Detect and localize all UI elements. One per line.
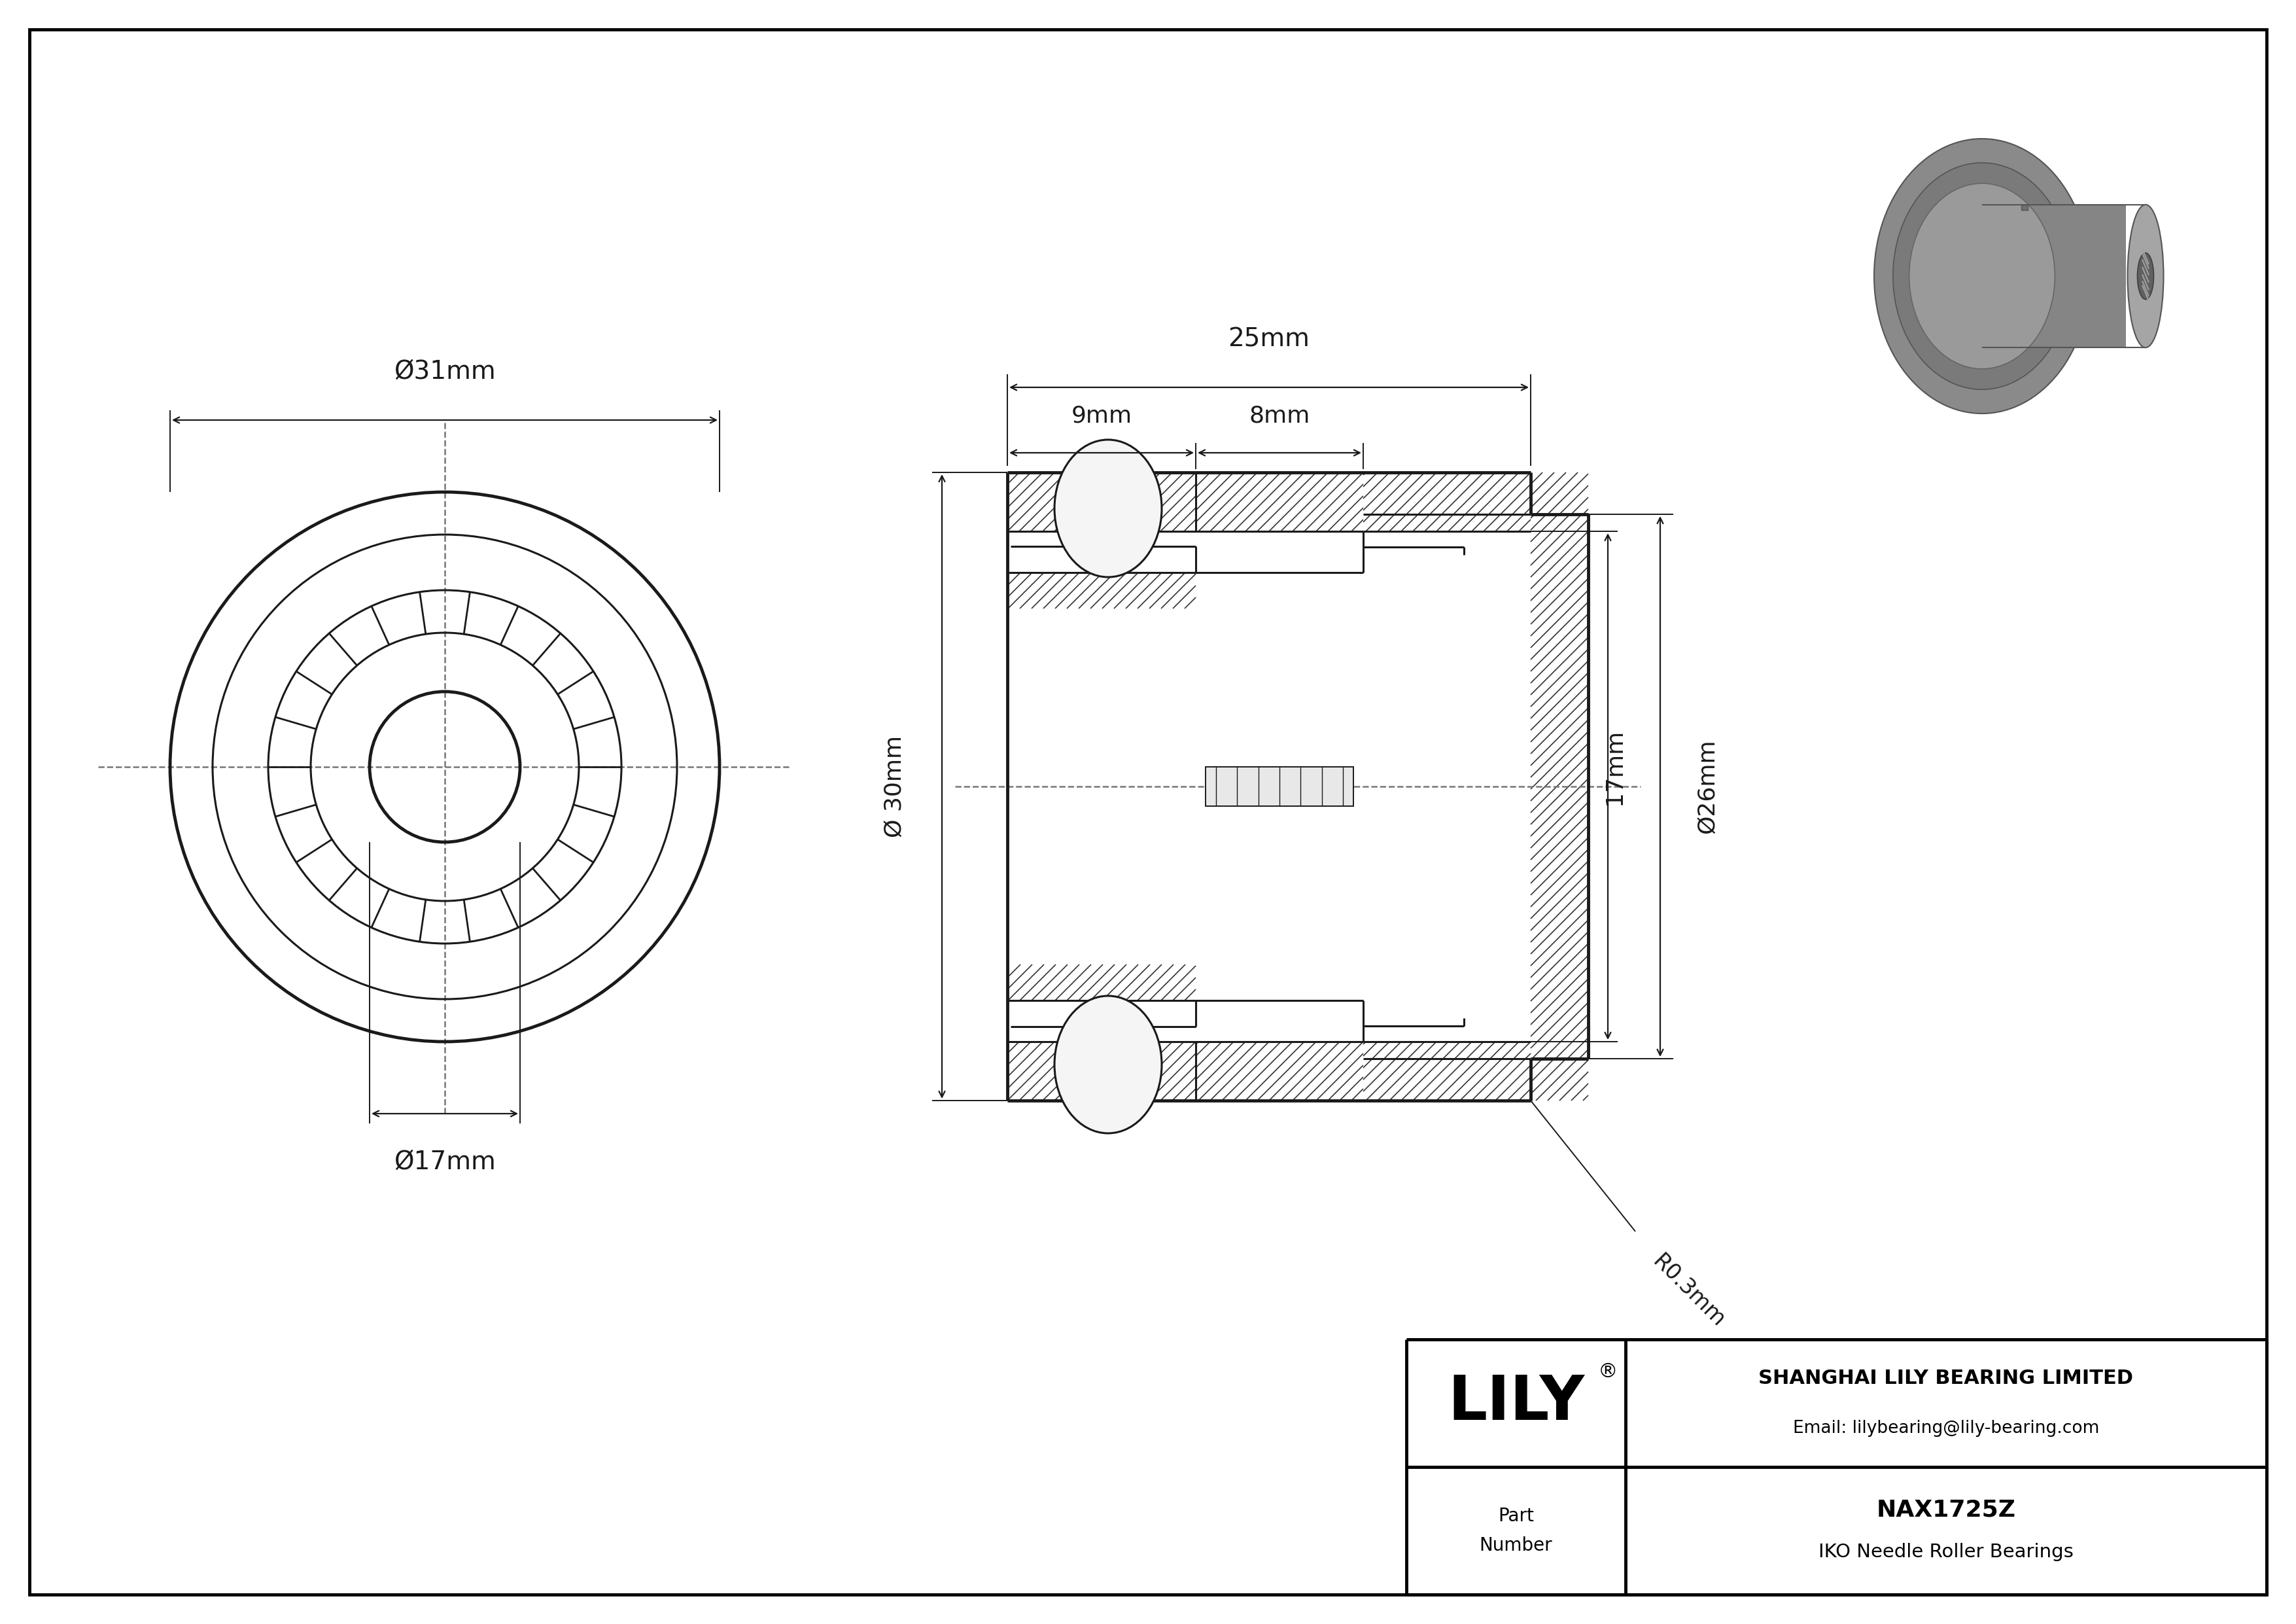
Text: Ø17mm: Ø17mm (395, 1150, 496, 1174)
Text: R0.3mm: R0.3mm (1649, 1250, 1729, 1332)
Ellipse shape (1892, 162, 2071, 390)
Text: 8mm: 8mm (1249, 404, 1311, 427)
Bar (1205, 767, 1352, 806)
Ellipse shape (1054, 996, 1162, 1134)
Text: ®: ® (1598, 1363, 1619, 1382)
Text: Part
Number: Part Number (1479, 1507, 1552, 1554)
Text: Ø31mm: Ø31mm (395, 359, 496, 385)
Bar (2020, 205, 2027, 209)
Ellipse shape (1910, 184, 2055, 369)
Ellipse shape (2128, 205, 2163, 348)
Text: LILY: LILY (1446, 1372, 1584, 1434)
Text: Ø26mm: Ø26mm (1697, 739, 1717, 833)
Text: Email: lilybearing@lily-bearing.com: Email: lilybearing@lily-bearing.com (1793, 1419, 2099, 1437)
Ellipse shape (2138, 253, 2154, 299)
Ellipse shape (1054, 440, 1162, 577)
Text: NAX1725Z: NAX1725Z (1876, 1499, 2016, 1522)
Text: 17mm: 17mm (1603, 729, 1626, 806)
Text: SHANGHAI LILY BEARING LIMITED: SHANGHAI LILY BEARING LIMITED (1759, 1369, 2133, 1389)
Text: 25mm: 25mm (1228, 326, 1309, 351)
Text: Ø 30mm: Ø 30mm (884, 736, 907, 838)
Ellipse shape (1874, 138, 2089, 414)
Text: 9mm: 9mm (1072, 404, 1132, 427)
Text: IKO Needle Roller Bearings: IKO Needle Roller Bearings (1818, 1543, 2073, 1561)
Bar (1981, 205, 2126, 348)
